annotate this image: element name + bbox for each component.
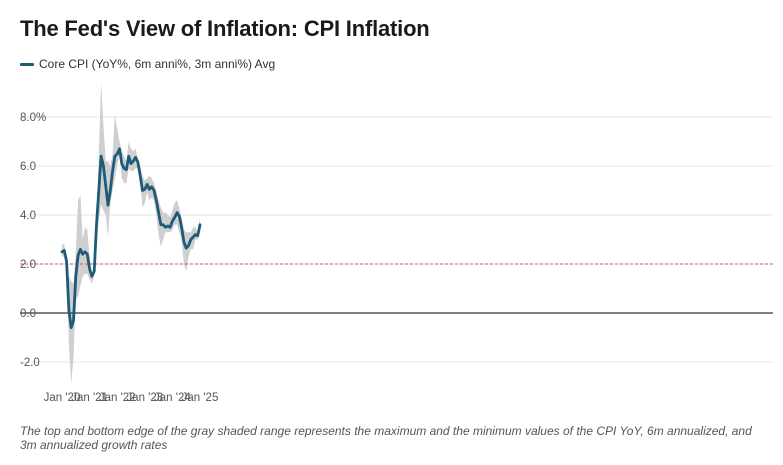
data-point-50: [176, 211, 179, 214]
y-tick-label-5: -2.0: [20, 357, 40, 369]
data-point-25: [118, 147, 121, 150]
x-tick-label-4: Jan '24: [154, 392, 191, 404]
data-point-55: [187, 244, 190, 247]
legend-label: Core CPI (YoY%, 6m anni%, 3m anni%) Avg: [39, 57, 276, 71]
y-tick-label-2: 4.0: [20, 210, 36, 222]
data-point-5: [72, 319, 75, 322]
data-point-56: [189, 238, 192, 241]
data-point-48: [171, 220, 174, 223]
data-point-12: [88, 268, 91, 271]
y-tick-label-4: 0.0: [20, 308, 36, 320]
data-point-39: [150, 185, 153, 188]
data-point-28: [125, 168, 128, 171]
y-tick-label-3: 2.0: [20, 259, 36, 271]
data-point-57: [192, 236, 195, 239]
data-point-49: [173, 216, 176, 219]
data-point-26: [120, 162, 123, 165]
data-point-36: [143, 188, 146, 191]
series-line-core-cpi-avg: [60, 147, 202, 330]
data-point-3: [68, 309, 71, 312]
data-point-32: [134, 156, 137, 159]
x-tick-label-0: Jan '20: [44, 392, 81, 404]
chart-title: The Fed's View of Inflation: CPI Inflati…: [20, 16, 430, 41]
data-point-22: [111, 170, 114, 173]
data-point-14: [93, 270, 96, 273]
data-point-23: [114, 155, 117, 158]
data-point-37: [146, 183, 149, 186]
data-point-4: [70, 326, 73, 329]
data-point-16: [97, 189, 100, 192]
y-axis-tick-labels: 8.0% 6.0 4.0 2.0 0.0 -2.0: [20, 112, 46, 369]
data-point-7: [77, 254, 80, 257]
data-point-40: [153, 189, 156, 192]
x-tick-label-2: Jan '22: [99, 392, 136, 404]
data-point-6: [74, 275, 77, 278]
legend-line-swatch: [20, 62, 34, 66]
x-tick-label-3: Jan '23: [126, 392, 163, 404]
data-point-15: [95, 223, 98, 226]
data-point-9: [81, 253, 84, 256]
data-point-47: [169, 226, 172, 229]
data-point-44: [162, 223, 165, 226]
data-point-2: [65, 260, 68, 263]
data-point-17: [100, 155, 103, 158]
data-point-19: [104, 184, 107, 187]
data-point-34: [139, 174, 142, 177]
data-point-11: [86, 253, 89, 256]
data-point-41: [155, 199, 158, 202]
y-tick-label-0: 8.0%: [20, 112, 46, 124]
data-point-30: [130, 162, 133, 165]
data-point-42: [157, 211, 160, 214]
data-point-24: [116, 152, 119, 155]
data-point-10: [84, 250, 87, 253]
legend: Core CPI (YoY%, 6m anni%, 3m anni%) Avg: [20, 57, 275, 71]
data-point-20: [107, 204, 110, 207]
data-point-53: [183, 241, 186, 244]
x-tick-label-1: Jan '21: [71, 392, 108, 404]
x-tick-label-5: Jan '25: [182, 392, 219, 404]
data-point-8: [79, 248, 82, 251]
data-point-52: [180, 226, 183, 229]
data-point-1: [63, 249, 66, 252]
data-point-29: [127, 155, 130, 158]
data-point-18: [102, 165, 105, 168]
data-point-51: [178, 215, 181, 218]
data-point-33: [137, 161, 140, 164]
data-point-59: [196, 234, 199, 237]
data-point-31: [132, 160, 135, 163]
data-point-13: [91, 275, 94, 278]
chart-caption: The top and bottom edge of the gray shad…: [20, 424, 752, 452]
data-point-54: [185, 247, 188, 250]
data-point-21: [109, 189, 112, 192]
data-point-60: [199, 223, 202, 226]
min-max-shaded-range: [62, 82, 200, 385]
y-tick-label-1: 6.0: [20, 161, 36, 173]
data-point-38: [148, 188, 151, 191]
